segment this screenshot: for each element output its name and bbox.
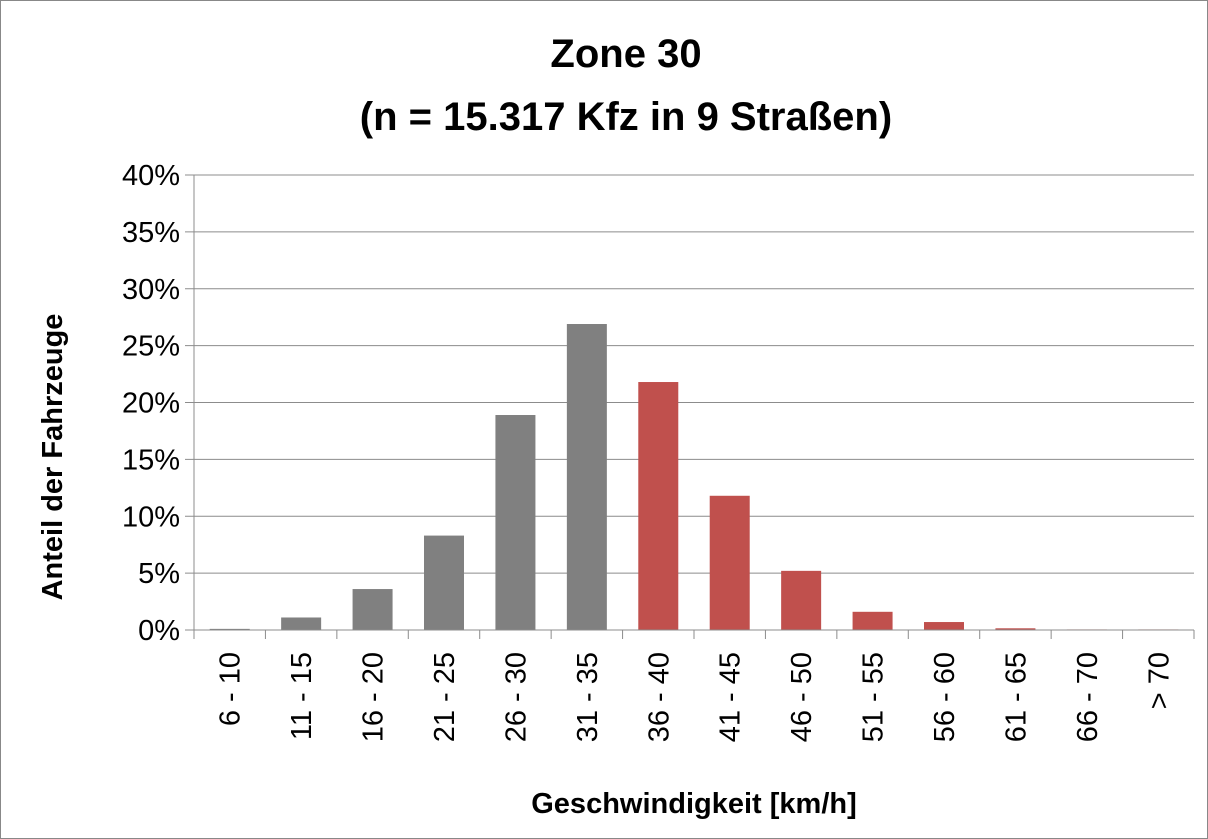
x-tick-label: 6 - 10: [215, 652, 247, 726]
chart-subtitle: (n = 15.317 Kfz in 9 Straßen): [360, 95, 892, 139]
bar: [995, 628, 1036, 630]
x-tick-label: 41 - 45: [715, 652, 747, 742]
x-tick-label: 46 - 50: [786, 652, 818, 742]
y-tick-label: 30%: [122, 274, 180, 306]
x-tick-label: 26 - 30: [500, 652, 532, 742]
x-axis-title: Geschwindigkeit [km/h]: [531, 788, 857, 820]
x-tick-label: 56 - 60: [929, 652, 961, 742]
x-tick-label: 36 - 40: [643, 652, 675, 742]
x-tick-label: 16 - 20: [358, 652, 390, 742]
y-tick-label: 15%: [122, 444, 180, 476]
bar: [209, 628, 250, 630]
x-tick-label: 66 - 70: [1072, 652, 1104, 742]
chart-title: Zone 30: [550, 32, 701, 76]
y-tick-label: 20%: [122, 388, 180, 420]
x-tick-label: 11 - 15: [286, 652, 318, 740]
x-tick-label: 61 - 65: [1000, 652, 1032, 742]
bar: [852, 611, 893, 630]
x-tick-label: 21 - 25: [429, 652, 461, 742]
x-tick-label: 51 - 55: [858, 652, 890, 742]
x-tick-label: > 70: [1143, 652, 1175, 709]
bar: [781, 570, 822, 630]
bar: [424, 535, 464, 630]
y-tick-label: 25%: [122, 331, 180, 363]
y-tick-label: 35%: [122, 217, 180, 249]
x-tick-label: 31 - 35: [572, 652, 604, 742]
x-axis-tick-labels: 6 - 10 11 - 15 16 - 20 21 - 25 26 - 30 31 - 3…: [215, 652, 1176, 742]
bar: [352, 589, 393, 630]
y-tick-label: 5%: [138, 558, 180, 590]
gridlines: [185, 174, 1194, 631]
bar: [924, 622, 964, 630]
y-axis-title: Anteil der Fahrzeuge: [37, 314, 69, 601]
bars: [209, 324, 1179, 631]
bar: [566, 324, 607, 630]
bar: [495, 415, 536, 630]
y-tick-label: 40%: [122, 160, 180, 192]
bar: [281, 617, 322, 630]
y-tick-label: 10%: [122, 501, 180, 533]
y-tick-label: 0%: [138, 615, 180, 647]
y-axis-tick-labels: 0% 5% 10% 15% 20% 25% 30% 35% 40%: [122, 160, 180, 647]
axes: [193, 175, 1195, 639]
bar: [638, 382, 679, 630]
bar: [709, 495, 750, 630]
